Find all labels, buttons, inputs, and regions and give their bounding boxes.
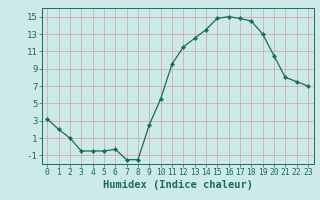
X-axis label: Humidex (Indice chaleur): Humidex (Indice chaleur) <box>103 180 252 190</box>
